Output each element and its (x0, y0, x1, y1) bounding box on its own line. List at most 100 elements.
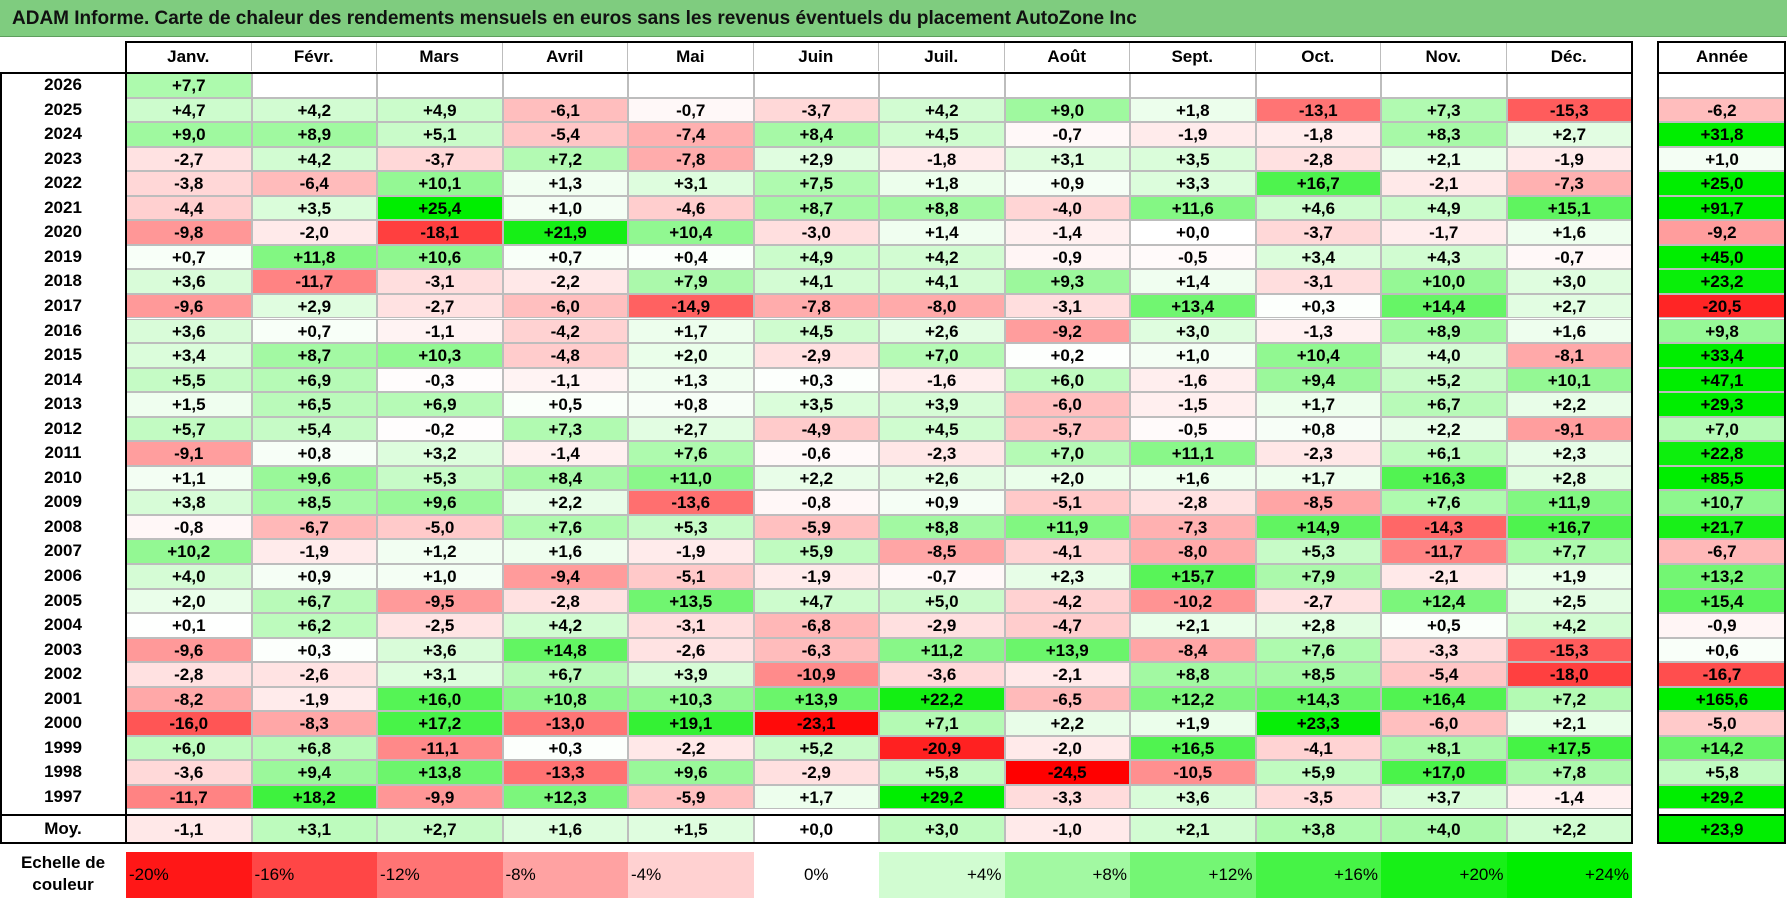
heatmap-cell: +9,6 (251, 465, 377, 491)
heatmap-cell: +13,5 (628, 588, 754, 614)
heatmap-cell: +5,9 (753, 539, 879, 564)
color-scale-swatch: +8% (1004, 852, 1130, 898)
heatmap-cell: +4,7 (753, 588, 879, 614)
heatmap-cell: -9,4 (502, 564, 628, 589)
annual-cell: -20,5 (1658, 293, 1786, 319)
column-header: Juin (753, 42, 879, 71)
heatmap-cell: +17,2 (377, 711, 503, 736)
heatmap-cell: +9,6 (628, 760, 754, 785)
average-cell: -1,0 (1004, 815, 1130, 843)
heatmap-cell: +9,0 (1004, 97, 1130, 123)
heatmap-cell: -8,3 (251, 711, 377, 736)
heatmap-cell: -6,0 (502, 293, 628, 319)
heatmap-cell: +2,8 (1255, 613, 1381, 638)
heatmap-cell: +8,8 (879, 514, 1005, 540)
heatmap-cell: -2,1 (1381, 171, 1507, 196)
heatmap-cell: -6,5 (1004, 686, 1130, 712)
heatmap-cell: +8,3 (1381, 122, 1507, 147)
heatmap-cell: -2,9 (879, 613, 1005, 638)
row-year-label: 2008 (44, 516, 82, 536)
heatmap-cell: +1,6 (1506, 318, 1632, 344)
heatmap-cell: +2,0 (1004, 465, 1130, 491)
heatmap-cell: +7,6 (628, 441, 754, 466)
heatmap-cell: -2,2 (502, 269, 628, 294)
color-scale-swatch: -12% (377, 852, 503, 898)
heatmap-cell: +8,9 (1381, 318, 1507, 344)
heatmap-cell: +7,0 (1004, 441, 1130, 466)
row-year-label: 2016 (44, 320, 82, 340)
heatmap-cell: -5,9 (628, 784, 754, 810)
average-cell: +3,8 (1255, 815, 1381, 843)
heatmap-cell: -8,4 (1130, 637, 1256, 663)
color-scale-swatch: +20% (1381, 852, 1507, 898)
heatmap-cell: +13,9 (1004, 637, 1130, 663)
heatmap-cell: +4,7 (126, 97, 252, 123)
heatmap-cell: +0,5 (1381, 613, 1507, 638)
heatmap-cell: -0,7 (1004, 122, 1130, 147)
heatmap-cell: +10,0 (1381, 269, 1507, 294)
annual-cell: +45,0 (1658, 244, 1786, 270)
heatmap-cell: +3,6 (126, 269, 252, 294)
heatmap-cell: -10,9 (753, 662, 879, 687)
column-header: Déc. (1506, 42, 1632, 71)
heatmap-cell: +10,2 (126, 539, 252, 564)
column-header: Juil. (879, 42, 1005, 71)
heatmap-cell: -3,7 (377, 146, 503, 172)
heatmap-cell: +1,0 (1130, 343, 1256, 368)
heatmap-cell: +10,1 (377, 171, 503, 196)
annual-cell: -5,0 (1658, 711, 1786, 736)
heatmap-cell: +7,6 (1255, 637, 1381, 663)
heatmap-cell: -13,1 (1255, 97, 1381, 123)
heatmap-cell: -1,9 (753, 564, 879, 589)
heatmap-cell: -1,5 (1130, 392, 1256, 417)
heatmap-cell: +2,2 (1004, 711, 1130, 736)
heatmap-cell: +6,1 (1381, 441, 1507, 466)
heatmap-cell: -4,1 (1255, 735, 1381, 761)
heatmap-cell: +6,8 (251, 735, 377, 761)
heatmap-cell: -7,8 (753, 293, 879, 319)
heatmap-cell: +0,5 (502, 392, 628, 417)
heatmap-cell: +4,5 (879, 416, 1005, 442)
heatmap-cell: -3,5 (1255, 784, 1381, 810)
heatmap-cell: +0,8 (251, 441, 377, 466)
heatmap-cell: +9,4 (251, 760, 377, 785)
row-year-label: 2021 (44, 197, 82, 217)
heatmap-cell: -8,2 (126, 686, 252, 712)
heatmap-cell: -3,6 (126, 760, 252, 785)
heatmap-cell: -3,7 (753, 97, 879, 123)
column-header: Août (1004, 42, 1130, 71)
heatmap-cell: +7,7 (1506, 539, 1632, 564)
color-scale-swatch: -16% (251, 852, 377, 898)
heatmap-cell: +6,9 (377, 392, 503, 417)
heatmap-cell: +10,4 (1255, 343, 1381, 368)
heatmap-cell: +11,0 (628, 465, 754, 491)
average-cell: +3,0 (879, 815, 1005, 843)
heatmap-cell: -2,8 (1255, 146, 1381, 172)
heatmap-cell: +5,1 (377, 122, 503, 147)
heatmap-cell: +13,9 (753, 686, 879, 712)
heatmap-cell: +3,3 (1130, 171, 1256, 196)
row-year-label: 2013 (44, 394, 82, 414)
column-header: Févr. (251, 42, 377, 71)
annual-cell: +21,7 (1658, 514, 1786, 540)
heatmap-cell: +3,4 (126, 343, 252, 368)
heatmap-cell: -5,9 (753, 514, 879, 540)
heatmap-cell (1004, 73, 1130, 98)
heatmap-cell: -2,1 (1381, 564, 1507, 589)
heatmap-cell: +4,1 (753, 269, 879, 294)
heatmap-cell: +7,9 (628, 269, 754, 294)
heatmap-cell: +2,9 (753, 146, 879, 172)
heatmap-cell: +2,0 (628, 343, 754, 368)
heatmap-cell: +17,5 (1506, 735, 1632, 761)
heatmap-cell: -6,4 (251, 171, 377, 196)
heatmap-cell: +3,8 (126, 490, 252, 515)
heatmap-cell: +2,1 (1506, 711, 1632, 736)
heatmap-cell (753, 73, 879, 98)
heatmap-cell: -1,9 (251, 686, 377, 712)
heatmap-cell: +0,3 (502, 735, 628, 761)
heatmap-cell: -2,9 (753, 760, 879, 785)
annual-cell: +9,8 (1658, 318, 1786, 344)
heatmap-cell: +2,9 (251, 293, 377, 319)
heatmap-cell: +10,3 (628, 686, 754, 712)
heatmap-cell: +4,5 (753, 318, 879, 344)
